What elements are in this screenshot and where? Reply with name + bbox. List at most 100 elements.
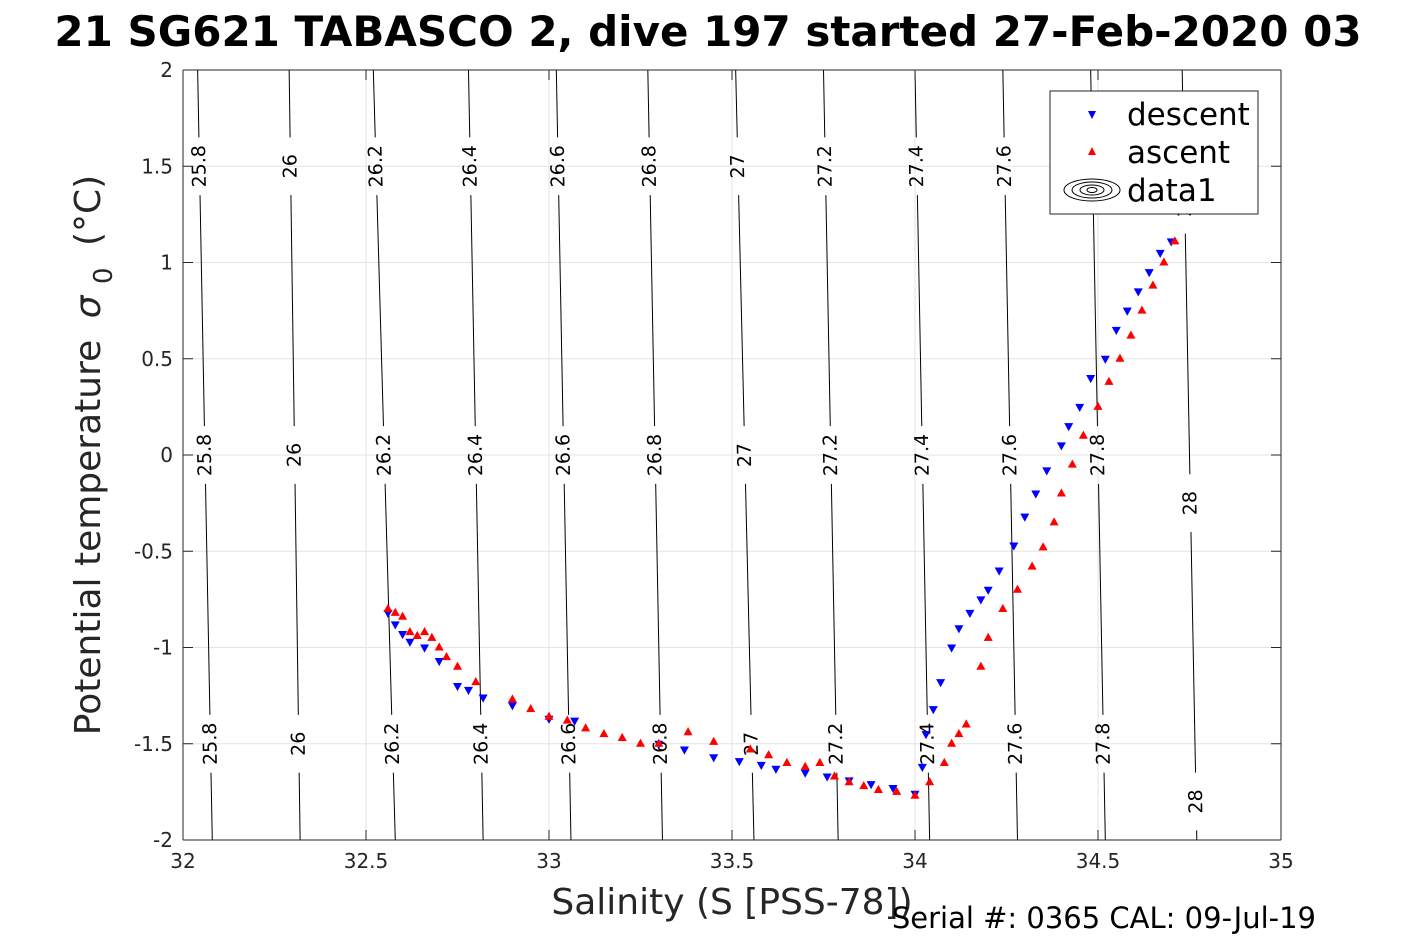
descent-point-37 — [1042, 467, 1052, 476]
ascent-point-36 — [954, 729, 964, 738]
y-tick-label-7: 1.5 — [141, 154, 173, 178]
ascent-point-13 — [544, 711, 554, 720]
contour-line-26.4-segment-2 — [470, 195, 476, 427]
contour-line-26.2-segment-1 — [384, 483, 393, 715]
y-axis-label: Potential temperature σ 0 (°C) — [68, 175, 121, 735]
descent-point-38 — [1056, 442, 1066, 451]
legend-label-ascent: ascent — [1127, 135, 1230, 171]
ascent-point-31 — [892, 786, 902, 795]
descent-point-24 — [917, 763, 927, 772]
contour-line-27.4-segment-1 — [922, 483, 928, 715]
contour-label-26.2-2: 26.2 — [381, 722, 404, 765]
legend-contour-ring-2 — [1079, 184, 1105, 196]
ascent-point-2 — [398, 611, 408, 620]
descent-point-14 — [709, 754, 719, 763]
contour-line-27.8-segment-2 — [1092, 195, 1098, 427]
descent-point-35 — [1020, 513, 1030, 522]
descent-point-17 — [771, 765, 781, 774]
contour-line-26-segment-2 — [290, 195, 295, 427]
ascent-point-4 — [412, 630, 422, 639]
ascent-point-18 — [635, 738, 646, 747]
contour-line-26.6-segment-0 — [569, 772, 572, 841]
ascent-point-5 — [420, 626, 430, 636]
contour-line-26.8-segment-2 — [649, 195, 656, 427]
ascent-point-23 — [764, 750, 774, 759]
legend-marker-descent — [1088, 111, 1096, 119]
descent-point-2 — [398, 631, 408, 640]
x-tick-label-0: 32 — [170, 849, 195, 873]
contour-line-27.6-segment-0 — [1015, 772, 1018, 841]
x-axis-label: Salinity (S [PSS-78]) — [551, 882, 912, 923]
descent-point-5 — [434, 657, 444, 667]
ascent-point-52 — [1137, 305, 1147, 314]
ascent-point-43 — [1038, 542, 1048, 551]
ascent-point-37 — [961, 719, 971, 728]
contour-label-25.8-0: 25.8 — [188, 145, 211, 188]
series-ascent — [383, 236, 1180, 799]
descent-point-13 — [679, 746, 689, 755]
descent-point-11 — [570, 717, 580, 726]
ascent-point-45 — [1056, 488, 1066, 497]
x-tick-label-5: 34.5 — [1076, 849, 1121, 873]
y-axis-label-subscript: 0 — [89, 267, 119, 284]
contour-label-27.4-1: 27.4 — [911, 434, 934, 477]
ascent-point-14 — [562, 715, 572, 724]
x-axis-ticks: 32 32.5 33 33.5 34 34.5 35 — [170, 70, 1294, 873]
y-axis-ticks: -2 -1.5 -1 -0.5 0 0.5 1 1.5 2 — [134, 58, 1281, 852]
descent-point-47 — [1155, 249, 1165, 258]
descent-point-46 — [1144, 269, 1154, 278]
y-tick-label-1: -1.5 — [134, 732, 173, 756]
contour-line-26.4-segment-1 — [475, 483, 482, 715]
contour-line-27.2-segment-1 — [830, 483, 837, 715]
ascent-point-3 — [405, 626, 415, 636]
ascent-point-46 — [1067, 459, 1077, 468]
legend-entry-ascent: ascent — [1088, 135, 1230, 171]
contour-label-26-0: 26 — [279, 154, 301, 178]
contour-line-26.6-segment-3 — [555, 69, 559, 138]
descent-point-8 — [478, 694, 488, 703]
contour-line-27.8-segment-0 — [1103, 772, 1106, 841]
contour-line-27-segment-1 — [744, 483, 752, 715]
contour-line-25.8-segment-3 — [197, 69, 200, 138]
contour-label-26.2-1: 26.2 — [373, 434, 396, 477]
contour-label-27.2-1: 27.2 — [819, 434, 842, 477]
ascent-point-42 — [1027, 561, 1037, 570]
ascent-point-8 — [442, 652, 452, 661]
ascent-point-22 — [745, 744, 755, 753]
y-tick-label-0: -2 — [153, 828, 173, 852]
descent-point-15 — [734, 758, 744, 767]
serial-calibration-text: Serial #: 0365 CAL: 09-Jul-19 — [892, 901, 1316, 935]
ascent-point-54 — [1159, 257, 1169, 266]
contour-label-26.6-0: 26.6 — [547, 145, 570, 188]
ascent-point-50 — [1115, 353, 1125, 362]
ascent-point-10 — [471, 677, 481, 686]
y-tick-label-8: 2 — [160, 58, 173, 82]
contour-label-27.2-0: 27.2 — [814, 145, 837, 188]
contour-line-27.4-segment-2 — [916, 195, 923, 427]
x-tick-label-3: 33.5 — [710, 849, 755, 873]
ascent-point-47 — [1078, 430, 1088, 439]
x-tick-label-1: 32.5 — [344, 849, 389, 873]
x-tick-label-6: 35 — [1268, 849, 1293, 873]
y-tick-label-5: 0.5 — [141, 347, 173, 371]
contour-label-27.6-1: 27.6 — [999, 434, 1022, 477]
contour-line-27.4-segment-3 — [914, 69, 917, 138]
contour-line-26.2-segment-0 — [392, 772, 396, 841]
descent-point-16 — [756, 761, 766, 771]
contour-label-27-1: 27 — [734, 443, 757, 468]
contour-label-26.6-1: 26.6 — [552, 434, 575, 477]
ascent-point-26 — [815, 757, 825, 767]
contour-label-25.8-2: 25.8 — [199, 722, 222, 765]
legend-entry-data1: data1 — [1063, 173, 1217, 209]
ascent-point-38 — [976, 661, 986, 670]
contour-line-26.4-segment-3 — [467, 69, 471, 138]
contour-line-27-segment-3 — [735, 69, 738, 138]
contour-line-26.8-segment-3 — [647, 69, 650, 138]
descent-point-45 — [1133, 288, 1143, 297]
descent-point-42 — [1100, 355, 1110, 364]
contour-label-27-0: 27 — [727, 154, 750, 179]
contour-line-27.8-segment-1 — [1098, 483, 1104, 715]
y-tick-label-6: 1 — [160, 251, 173, 275]
chart-title: 21 SG621 TABASCO 2, dive 197 started 27-… — [54, 7, 1361, 56]
contour-line-28-segment-2 — [1184, 233, 1191, 475]
